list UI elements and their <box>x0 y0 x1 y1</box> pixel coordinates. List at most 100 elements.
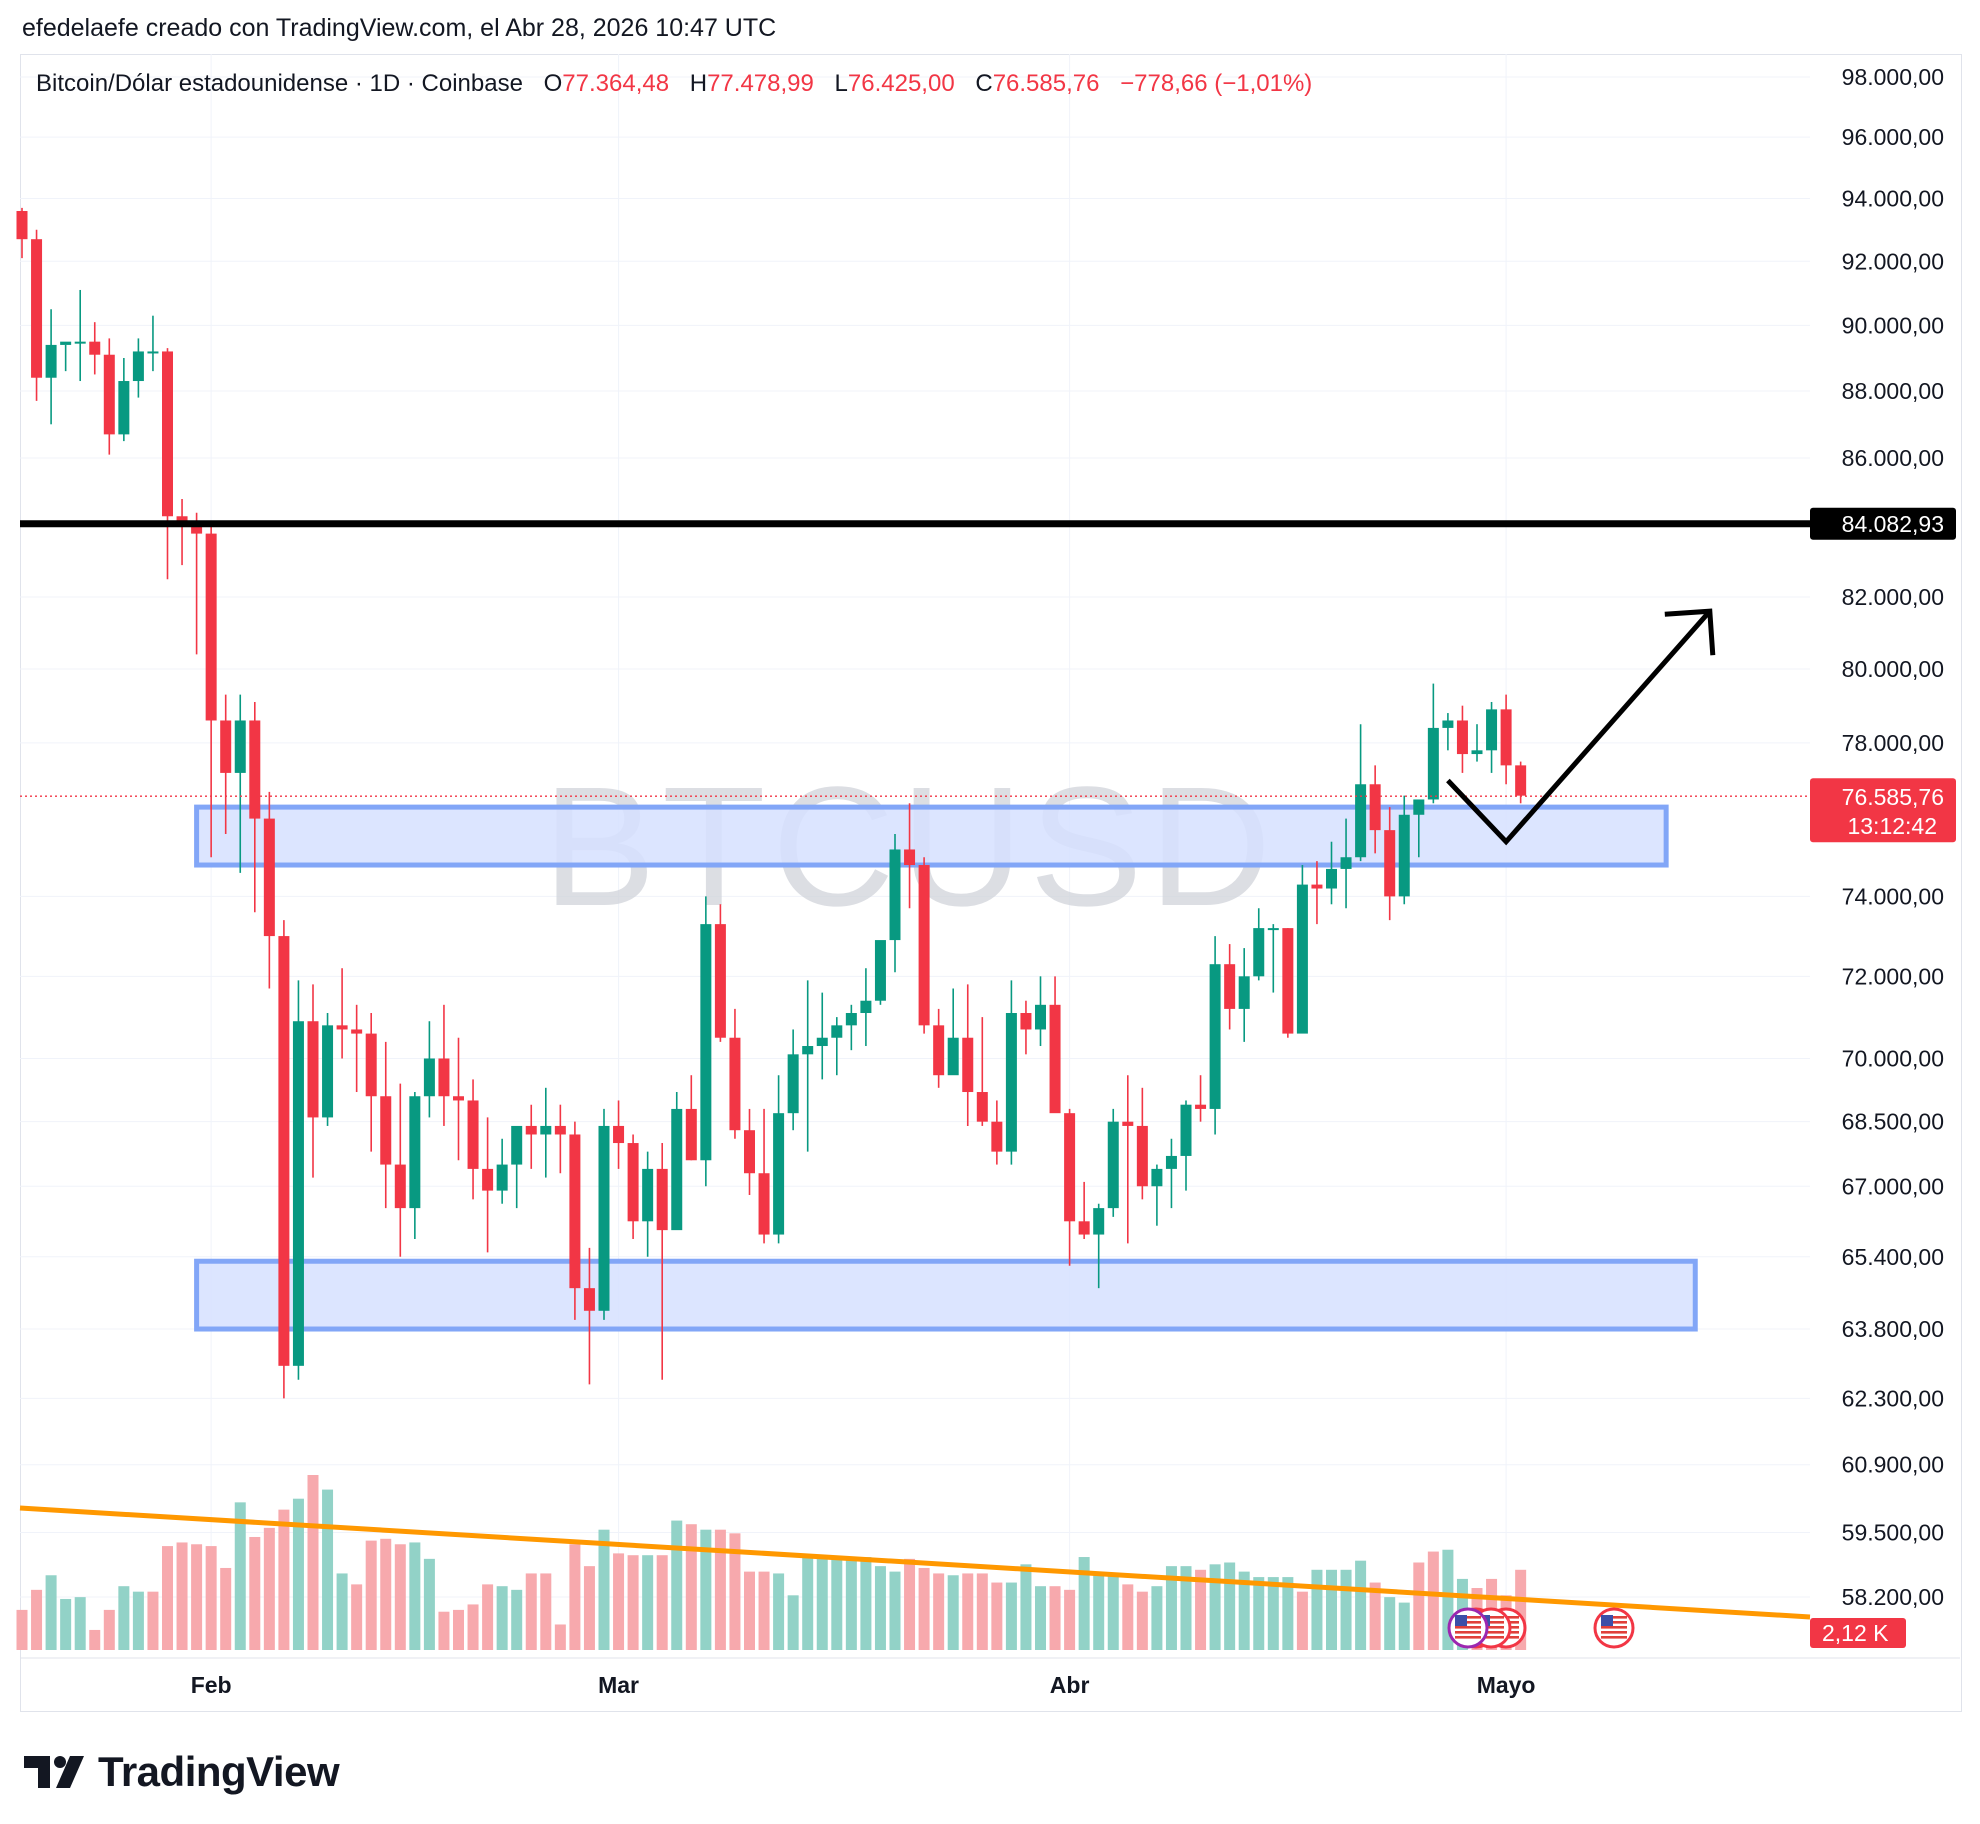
candle-body <box>60 341 72 345</box>
volume-bar <box>758 1571 770 1650</box>
open-label: O <box>543 70 563 97</box>
candle-body <box>991 1121 1003 1152</box>
volume-bar <box>1355 1560 1367 1650</box>
candle-body <box>1136 1125 1148 1187</box>
volume-bar <box>976 1573 988 1650</box>
flag-stripe <box>1478 1626 1504 1629</box>
candle-body <box>1486 709 1498 751</box>
candle-body <box>642 1168 654 1222</box>
volume-bar <box>962 1573 974 1650</box>
volume-bar <box>409 1542 421 1650</box>
last-price-badge <box>1810 778 1956 843</box>
volume-bar <box>1005 1582 1017 1650</box>
candle <box>758 1108 770 1244</box>
candle <box>991 1100 1003 1165</box>
volume-bar <box>598 1529 610 1650</box>
flag-stripe <box>1601 1616 1627 1619</box>
flag-stripe <box>1455 1626 1481 1629</box>
candle-body <box>1238 976 1250 1009</box>
volume-bar <box>1326 1569 1337 1650</box>
us-flag-event-icon[interactable] <box>1593 1607 1635 1649</box>
candle-body <box>1107 1121 1119 1209</box>
candle-body <box>438 1058 450 1097</box>
candle <box>1180 1100 1192 1191</box>
candle-body <box>1442 720 1454 728</box>
price-tick-label: 63.800,00 <box>1842 1316 1944 1342</box>
candle-body <box>322 1025 334 1118</box>
volume-bar <box>1151 1586 1163 1650</box>
candle <box>744 1108 755 1195</box>
volume-bar <box>118 1586 130 1650</box>
candle <box>74 289 86 382</box>
candle-body <box>627 1143 639 1222</box>
flag-stripe <box>1601 1636 1627 1639</box>
candle-body <box>1311 884 1323 889</box>
candle <box>220 694 232 834</box>
candle-body <box>816 1037 828 1047</box>
candle <box>787 1029 799 1131</box>
volume-bar <box>642 1555 654 1650</box>
volume-bar <box>438 1611 450 1650</box>
volume-bar <box>453 1609 464 1650</box>
volume-bar <box>1413 1562 1425 1650</box>
candle <box>729 1008 741 1139</box>
candle-body <box>220 720 232 773</box>
ohlc-legend: Bitcoin/Dólar estadounidense · 1D · Coin… <box>36 70 1312 98</box>
trend-line <box>19 1505 1811 1620</box>
price-tick-label: 86.000,00 <box>1842 445 1944 471</box>
zones <box>194 804 1698 1332</box>
volume-bar <box>933 1573 945 1650</box>
candle-body <box>380 1096 392 1165</box>
us-flag-event-icon[interactable] <box>1447 1607 1489 1649</box>
candle <box>438 1004 450 1126</box>
price-axis: 98.000,00 96.000,00 94.000,00 92.000,00 90.0… <box>1810 64 1956 1648</box>
candle-body <box>1340 857 1352 869</box>
volume-bar <box>1267 1577 1279 1650</box>
flag-stripe <box>1601 1626 1627 1629</box>
candle-body <box>496 1164 508 1191</box>
candle <box>1471 724 1483 762</box>
candle-body <box>394 1164 406 1209</box>
candle <box>525 1104 537 1169</box>
candle-body <box>525 1125 537 1135</box>
volume-bar <box>860 1557 872 1650</box>
event-markers <box>1447 1607 1635 1649</box>
candle <box>322 1013 334 1126</box>
candle <box>569 1121 581 1320</box>
candle <box>583 1247 595 1385</box>
candle <box>1384 807 1396 921</box>
flag-stripe <box>1455 1621 1481 1624</box>
candle <box>89 322 101 375</box>
candle-body <box>103 354 115 435</box>
candle <box>671 1092 683 1231</box>
flag-stripe <box>1455 1616 1481 1619</box>
volume-bar <box>191 1544 203 1650</box>
candle-body <box>1020 1013 1032 1030</box>
candle-body <box>904 849 916 866</box>
candle <box>1224 944 1236 1030</box>
candle-body <box>758 1173 770 1235</box>
price-tick-label: 68.500,00 <box>1842 1109 1944 1135</box>
low-value: 76.425,00 <box>847 70 955 97</box>
candle-body <box>16 210 28 240</box>
candle <box>831 1017 843 1076</box>
price-tick-label: 78.000,00 <box>1842 730 1944 756</box>
candle <box>191 512 203 655</box>
candle-body <box>933 1025 945 1076</box>
zone-2 <box>194 1258 1698 1332</box>
candle-body <box>700 924 712 1161</box>
candle <box>249 701 261 913</box>
time-tick-label: Feb <box>191 1672 232 1698</box>
zone-1 <box>194 804 1669 868</box>
volume-bar <box>1209 1564 1221 1650</box>
candle-body <box>1413 799 1425 815</box>
tradingview-logo[interactable]: TradingView <box>24 1748 340 1796</box>
candle <box>656 1143 668 1380</box>
candle-body <box>1035 1004 1046 1030</box>
volume-bar <box>1107 1573 1119 1650</box>
volume-bar <box>918 1567 930 1650</box>
volume-bar <box>845 1557 857 1650</box>
volume-bar <box>511 1589 523 1650</box>
candle <box>1369 765 1381 854</box>
